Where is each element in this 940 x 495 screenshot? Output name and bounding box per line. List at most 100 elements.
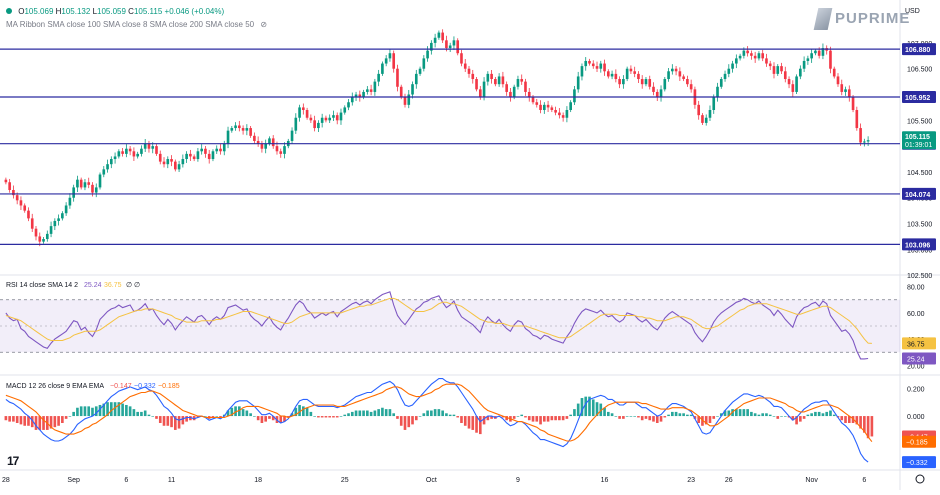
candle-body	[418, 68, 422, 74]
candle-body	[859, 128, 862, 143]
macd-histogram-bar	[603, 407, 606, 417]
macd-histogram-bar	[524, 416, 527, 418]
rsi-sma-value-label: 36.75	[907, 341, 925, 348]
macd-histogram-bar	[268, 416, 271, 419]
macd-histogram-bar	[147, 414, 151, 417]
ma-ribbon-legend[interactable]: MA Ribbon SMA close 100 SMA close 8 SMA …	[6, 20, 267, 29]
macd-histogram-bar	[847, 416, 851, 423]
macd-histogram-bar	[317, 416, 320, 418]
macd-histogram-bar	[520, 414, 524, 417]
macd-histogram-bar	[76, 407, 79, 417]
candle-body	[456, 40, 460, 54]
rsi-line	[5, 291, 869, 360]
macd-histogram-bar	[30, 416, 34, 428]
macd-histogram-bar	[829, 410, 832, 417]
candle-body	[554, 110, 557, 113]
brand-mark-icon	[813, 8, 833, 30]
eye-hidden-icon[interactable]: ⊘	[260, 20, 268, 29]
macd-value-label: −0.332	[906, 460, 928, 467]
macd-histogram-bar	[768, 414, 772, 417]
candle-body	[546, 104, 550, 108]
candle-body	[603, 63, 606, 72]
macd-histogram-bar	[505, 416, 508, 421]
macd-histogram-bar	[79, 406, 83, 417]
macd-histogram-bar	[373, 410, 377, 417]
macd-histogram-bar	[478, 416, 482, 435]
macd-histogram-bar	[599, 403, 603, 417]
macd-histogram-bar	[106, 402, 109, 417]
time-tick-label: 9	[516, 477, 520, 484]
tradingview-logo-icon[interactable]: 17	[7, 454, 19, 468]
candle-body	[765, 58, 768, 64]
macd-histogram-bar	[49, 416, 53, 429]
rsi-tick-label: 60.00	[907, 311, 925, 318]
price-tick-label: 103.000	[907, 247, 932, 254]
brand-name: PUPRIME	[835, 9, 911, 27]
candle-body	[791, 84, 795, 92]
macd-histogram-bar	[558, 416, 561, 421]
candle-body	[671, 68, 674, 72]
currency-label: USD	[905, 8, 920, 15]
candle-body	[659, 89, 663, 98]
time-tick-label: 18	[254, 477, 262, 484]
candle-body	[23, 205, 27, 211]
candle-body	[34, 228, 38, 237]
candle-body	[799, 68, 802, 77]
candle-body	[381, 63, 384, 74]
candle-body	[433, 37, 437, 43]
macd-histogram-bar	[140, 411, 143, 417]
macd-histogram-bar	[704, 416, 708, 425]
candle-body	[155, 146, 158, 154]
candle-body	[302, 107, 305, 110]
macd-histogram-bar	[185, 416, 188, 422]
candle-body	[109, 159, 113, 165]
candle-body	[125, 148, 128, 154]
macd-histogram-bar	[531, 416, 535, 422]
time-tick-label: Nov	[805, 477, 818, 484]
macd-histogram-bar	[580, 398, 584, 417]
candle-body	[866, 140, 870, 142]
macd-histogram-bar	[211, 416, 215, 418]
macd-histogram-bar	[471, 416, 475, 430]
candle-body	[49, 226, 53, 234]
macd-histogram-bar	[155, 416, 158, 419]
change-value: +0.046 (+0.04%)	[164, 7, 225, 16]
candle-body	[430, 42, 433, 51]
macd-histogram-bar	[735, 409, 738, 417]
candle-body	[802, 60, 806, 69]
macd-histogram-bar	[166, 416, 170, 426]
ohlc-status-dot	[6, 8, 12, 14]
macd-histogram-bar	[667, 414, 670, 417]
macd-histogram-bar	[94, 406, 98, 417]
candle-body	[117, 151, 121, 157]
candle-body	[648, 79, 652, 87]
macd-histogram-bar	[57, 416, 60, 426]
time-tick-label: 26	[725, 477, 733, 484]
macd-histogram-bar	[648, 416, 652, 421]
candle-body	[509, 91, 512, 98]
macd-histogram-bar	[414, 416, 418, 421]
macd-histogram-bar	[121, 403, 124, 417]
macd-histogram-bar	[264, 416, 268, 422]
candle-body	[505, 84, 508, 92]
candle-body	[772, 66, 776, 74]
level-price-label: 106.880	[905, 47, 930, 54]
last-price-label: 105.115	[905, 134, 930, 141]
candle-body	[64, 205, 68, 214]
candle-body	[27, 210, 30, 219]
candle-body	[851, 97, 855, 110]
macd-histogram-bar	[343, 414, 347, 417]
candle-body	[347, 102, 350, 108]
rsi-title: RSI 14 close SMA 14 2	[6, 282, 78, 289]
macd-histogram-bar	[859, 416, 862, 429]
macd-histogram-bar	[463, 416, 467, 426]
macd-histogram-bar	[290, 413, 294, 417]
candle-body	[821, 48, 825, 56]
candle-body	[644, 79, 648, 85]
macd-histogram-bar	[196, 416, 200, 418]
macd-histogram-bar	[215, 416, 219, 417]
candle-body	[467, 68, 471, 74]
time-tick-label: 6	[862, 477, 866, 484]
